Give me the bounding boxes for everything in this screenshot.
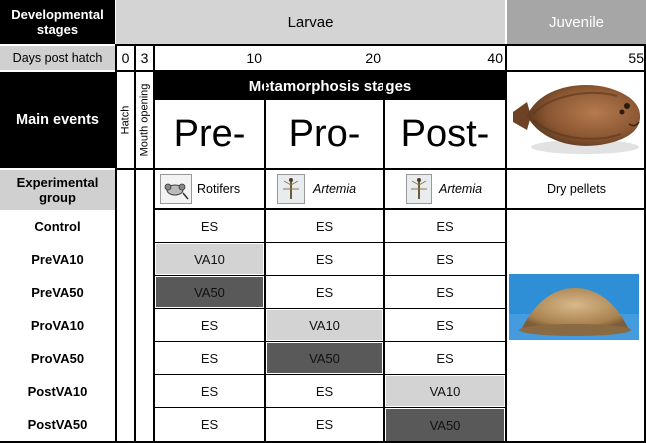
vline xyxy=(644,44,646,443)
mouth-opening-label: Mouth opening xyxy=(138,83,151,157)
vline xyxy=(153,44,155,443)
cell-preva10-pre: VA10 xyxy=(156,244,263,274)
hline xyxy=(153,275,505,276)
cell-prova10-post: ES xyxy=(436,318,454,333)
group-label-preva50: PreVA50 xyxy=(31,285,84,300)
rotifer-icon xyxy=(160,174,192,204)
stage-pro: Pro- xyxy=(288,112,361,155)
hline-light xyxy=(0,168,115,170)
cell-postva50-post: VA50 xyxy=(386,409,504,441)
cell-control-pro: ES xyxy=(315,219,334,234)
day-20: 20 xyxy=(365,50,381,66)
hline-light xyxy=(0,70,115,72)
cell-postva10-pro: ES xyxy=(315,384,334,399)
cell-preva10-post: ES xyxy=(436,252,454,267)
dry-pellets-photo xyxy=(509,274,639,340)
experimental-group-label: Experimental group xyxy=(0,170,115,210)
hline xyxy=(115,44,646,46)
developmental-stages-label: Developmental stages xyxy=(0,0,115,44)
hline xyxy=(153,407,505,408)
metamorphosis-title: Metamorphosis stages xyxy=(155,72,505,100)
day-55: 55 xyxy=(628,50,644,66)
artemia-label-post: Artemia xyxy=(439,182,483,196)
artemia-icon xyxy=(277,174,305,204)
hatch-label: Hatch xyxy=(119,105,132,135)
cell-control-post: ES xyxy=(436,219,454,234)
group-label-postva10: PostVA10 xyxy=(27,384,88,399)
cell-preva50-pre: VA50 xyxy=(156,277,263,307)
cell-preva50-post: ES xyxy=(436,285,454,300)
rotifers-feed: Rotifers xyxy=(155,170,264,208)
group-label-postva50: PostVA50 xyxy=(27,417,88,432)
hline xyxy=(153,308,505,309)
vline xyxy=(505,44,507,443)
cell-prova10-pro: VA10 xyxy=(267,310,382,340)
group-label-preva10: PreVA10 xyxy=(31,252,84,267)
day-0: 0 xyxy=(121,50,130,66)
larvae-header: Larvae xyxy=(116,0,505,44)
dry-pellets-label: Dry pellets xyxy=(546,182,607,196)
cell-prova50-pro: VA50 xyxy=(267,343,382,373)
artemia-label-pro: Artemia xyxy=(313,182,357,196)
stage-pre: Pre- xyxy=(173,112,246,155)
cell-prova50-post: ES xyxy=(436,351,454,366)
cell-preva10-pro: ES xyxy=(315,252,334,267)
cell-preva50-pro: ES xyxy=(315,285,334,300)
cell-postva50-pro: ES xyxy=(315,417,334,432)
artemia-feed-pro: Artemia xyxy=(266,170,383,208)
cell-control-pre: ES xyxy=(200,219,219,234)
hline xyxy=(153,242,505,243)
artemia-feed-post: Artemia xyxy=(385,170,505,208)
days-post-hatch-label: Days post hatch xyxy=(0,46,115,70)
vline xyxy=(134,44,136,443)
cell-postva10-pre: ES xyxy=(200,384,219,399)
hline xyxy=(153,208,646,210)
artemia-icon xyxy=(406,174,432,204)
main-events-label: Main events xyxy=(0,72,115,168)
stage-post: Post- xyxy=(400,112,490,155)
day-3: 3 xyxy=(140,50,149,66)
cell-prova10-pre: ES xyxy=(200,318,219,333)
day-40: 40 xyxy=(487,50,503,66)
hline xyxy=(0,441,646,443)
cell-postva10-post: VA10 xyxy=(386,376,504,406)
vline xyxy=(115,44,117,443)
hline xyxy=(115,168,646,170)
vline xyxy=(383,72,385,443)
juvenile-header: Juvenile xyxy=(507,0,646,44)
cell-postva50-pre: ES xyxy=(200,417,219,432)
hline xyxy=(153,341,505,342)
flatfish-illustration xyxy=(509,74,646,168)
cell-prova50-pre: ES xyxy=(200,351,219,366)
day-10: 10 xyxy=(246,50,262,66)
group-label-prova50: ProVA50 xyxy=(30,351,85,366)
hline xyxy=(153,374,505,375)
rotifers-label: Rotifers xyxy=(197,182,241,196)
group-label-prova10: ProVA10 xyxy=(30,318,85,333)
hline xyxy=(115,70,646,72)
group-label-control: Control xyxy=(34,219,81,234)
vline xyxy=(264,72,266,443)
